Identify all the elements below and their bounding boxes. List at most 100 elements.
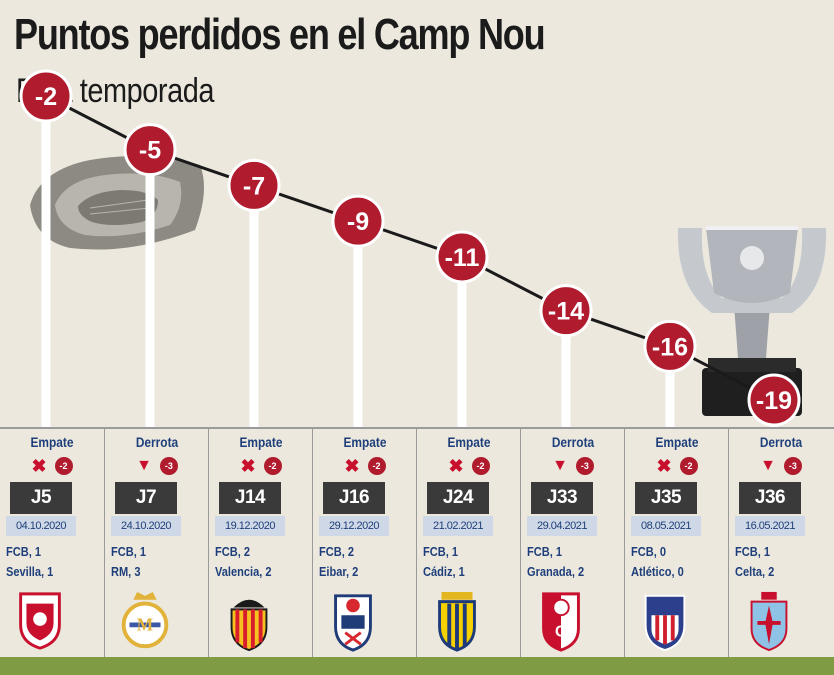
result-icons: ✖ -2 xyxy=(313,457,417,475)
match-column: Empate ✖ -2 J16 29.12.2020 FCB, 2 Eibar, 2 xyxy=(312,428,417,658)
real-madrid-crest: M xyxy=(121,591,169,649)
match-column: Derrota ▼ -3 J33 29.04.2021 FCB, 1 Granada, 2 G xyxy=(520,428,625,658)
score-away: RM, 3 xyxy=(111,564,141,579)
round-box: J24 xyxy=(427,482,489,514)
points-lost-badge: -3 xyxy=(575,457,594,475)
cadiz-crest xyxy=(438,591,476,652)
points-lost-badge: -2 xyxy=(367,457,386,475)
arrow-down-icon: ▼ xyxy=(136,457,152,474)
match-column: Empate ✖ -2 J14 19.12.2020 FCB, 2 Valencia, 2 xyxy=(208,428,313,658)
x-icon: ✖ xyxy=(448,456,464,476)
round-box: J14 xyxy=(219,482,281,514)
match-date: 29.04.2021 xyxy=(527,516,597,536)
point-label-J33: -14 xyxy=(548,298,584,326)
score-away: Cádiz, 1 xyxy=(423,564,465,579)
points-lost-badge: -3 xyxy=(783,457,802,475)
point-label-J14: -7 xyxy=(243,172,265,200)
point-bubble-J35 xyxy=(643,319,697,373)
match-date: 19.12.2020 xyxy=(215,516,285,536)
point-bubble-J16 xyxy=(331,194,385,248)
point-bubble-J36 xyxy=(747,373,801,427)
point-bubble-J33 xyxy=(539,284,593,338)
result-icons: ✖ -2 xyxy=(625,457,729,475)
match-result: Empate xyxy=(343,434,387,450)
result-icons: ▼ -3 xyxy=(105,457,209,475)
points-lost-chart: -2 -5 -7 -9 -11 -14 -16 -19 xyxy=(0,69,834,429)
match-column: Empate ✖ -2 J5 04.10.2020 FCB, 1 Sevilla, 1 xyxy=(0,428,104,658)
match-result: Derrota xyxy=(135,434,179,450)
score-away: Sevilla, 1 xyxy=(6,564,54,579)
round-box: J35 xyxy=(635,482,697,514)
point-label-J16: -9 xyxy=(347,208,369,236)
score-away: Celta, 2 xyxy=(735,564,775,579)
score-home: FCB, 1 xyxy=(423,544,458,559)
match-result: Derrota xyxy=(759,434,803,450)
result-icons: ▼ -3 xyxy=(521,457,625,475)
score-away: Granada, 2 xyxy=(527,564,585,579)
arrow-down-icon: ▼ xyxy=(552,457,568,474)
x-icon: ✖ xyxy=(344,456,360,476)
round-box: J33 xyxy=(531,482,593,514)
point-label-J5: -2 xyxy=(35,83,57,111)
point-label-J7: -5 xyxy=(139,137,161,165)
match-column: Derrota ▼ -3 J7 24.10.2020 FCB, 1 RM, 3 M xyxy=(104,428,209,658)
score-home: FCB, 0 xyxy=(631,544,666,559)
round-box: J36 xyxy=(739,482,801,514)
score-away: Eibar, 2 xyxy=(319,564,359,579)
eibar-crest xyxy=(334,594,372,652)
score-home: FCB, 1 xyxy=(6,544,41,559)
score-home: FCB, 1 xyxy=(735,544,770,559)
round-box: J16 xyxy=(323,482,385,514)
match-column: Empate ✖ -2 J24 21.02.2021 FCB, 1 Cádiz, 1 xyxy=(416,428,521,658)
svg-text:G: G xyxy=(555,624,567,641)
match-date: 16.05.2021 xyxy=(735,516,805,536)
stadium-icon xyxy=(30,156,204,250)
score-home: FCB, 1 xyxy=(527,544,562,559)
match-result: Empate xyxy=(30,434,74,450)
granada-crest: G xyxy=(542,592,580,652)
matches-panel: Empate ✖ -2 J5 04.10.2020 FCB, 1 Sevilla, 1 Der… xyxy=(0,428,834,658)
match-result: Empate xyxy=(239,434,283,450)
points-lost-badge: -2 xyxy=(54,457,73,475)
score-away: Atlético, 0 xyxy=(631,564,684,579)
x-icon: ✖ xyxy=(656,456,672,476)
point-bubble-J24 xyxy=(435,230,489,284)
match-date: 24.10.2020 xyxy=(111,516,181,536)
atletico-crest xyxy=(644,594,686,652)
points-lost-badge: -2 xyxy=(263,457,282,475)
point-bubble-J14 xyxy=(227,158,281,212)
x-icon: ✖ xyxy=(31,456,47,476)
svg-text:M: M xyxy=(137,615,153,635)
score-home: FCB, 2 xyxy=(319,544,354,559)
point-label-J36: -19 xyxy=(756,387,792,415)
point-bubble-J7 xyxy=(123,123,177,177)
points-lost-badge: -2 xyxy=(679,457,698,475)
match-result: Empate xyxy=(655,434,699,450)
match-date: 21.02.2021 xyxy=(423,516,493,536)
match-column: Derrota ▼ -3 J36 16.05.2021 FCB, 1 Celta, 2 xyxy=(728,428,833,658)
arrow-down-icon: ▼ xyxy=(760,457,776,474)
round-box: J7 xyxy=(115,482,177,514)
match-result: Derrota xyxy=(551,434,595,450)
point-label-J35: -16 xyxy=(652,333,688,361)
match-date: 08.05.2021 xyxy=(631,516,701,536)
match-date: 29.12.2020 xyxy=(319,516,389,536)
round-box: J5 xyxy=(10,482,72,514)
result-icons: ▼ -3 xyxy=(729,457,833,475)
match-column: Empate ✖ -2 J35 08.05.2021 FCB, 0 Atlético, 0 xyxy=(624,428,729,658)
score-home: FCB, 2 xyxy=(215,544,250,559)
points-lost-badge: -3 xyxy=(159,457,178,475)
score-home: FCB, 1 xyxy=(111,544,146,559)
grass-stripe xyxy=(0,657,834,675)
valencia-crest xyxy=(230,599,268,652)
match-date: 04.10.2020 xyxy=(6,516,76,536)
points-lost-badge: -2 xyxy=(471,457,490,475)
point-bubble-J5 xyxy=(19,69,73,123)
chart-title: Puntos perdidos en el Camp Nou xyxy=(14,10,546,59)
result-icons: ✖ -2 xyxy=(417,457,521,475)
point-label-J24: -11 xyxy=(445,244,480,272)
match-result: Empate xyxy=(447,434,491,450)
result-icons: ✖ -2 xyxy=(0,457,104,475)
score-away: Valencia, 2 xyxy=(215,564,272,579)
sevilla-crest xyxy=(19,592,61,650)
